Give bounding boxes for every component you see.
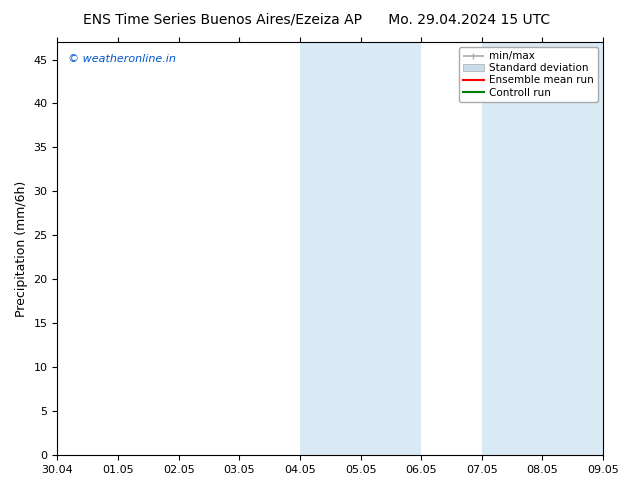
Y-axis label: Precipitation (mm/6h): Precipitation (mm/6h): [15, 180, 28, 317]
Bar: [512, 42, 603, 455]
Bar: [300, 42, 330, 455]
Legend: min/max, Standard deviation, Ensemble mean run, Controll run: min/max, Standard deviation, Ensemble me…: [459, 47, 598, 102]
Text: ENS Time Series Buenos Aires/Ezeiza AP      Mo. 29.04.2024 15 UTC: ENS Time Series Buenos Aires/Ezeiza AP M…: [84, 12, 550, 26]
Text: © weatheronline.in: © weatheronline.in: [68, 54, 176, 64]
Bar: [330, 42, 421, 455]
Bar: [482, 42, 512, 455]
